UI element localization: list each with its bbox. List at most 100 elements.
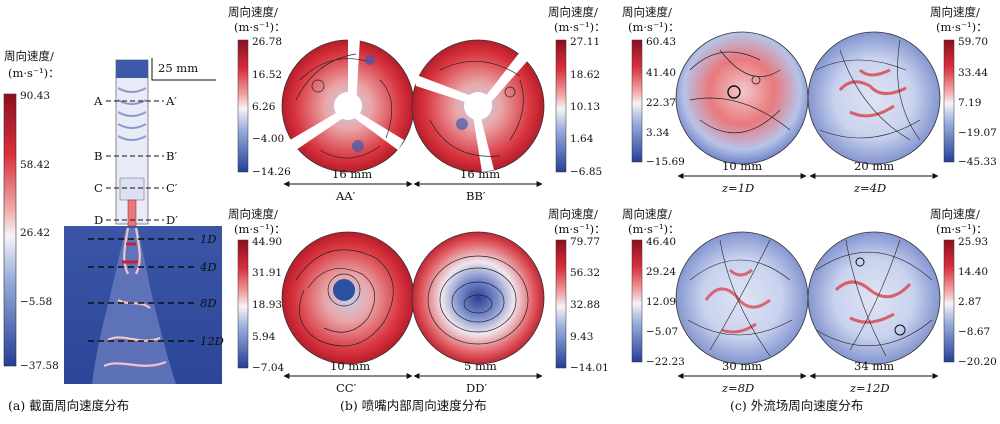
section-a-left: A [93, 94, 103, 108]
tick-c3-0: 46.40 [646, 236, 676, 248]
colorbar-unit-b3: (m·s⁻¹)： [234, 222, 286, 236]
colorbar-a [3, 93, 17, 367]
tick-b1-0: 26.78 [252, 36, 282, 48]
tick-a-2: 26.42 [20, 227, 50, 239]
section-c-right: C′ [166, 181, 178, 195]
tick-b2-1: 18.62 [570, 69, 600, 81]
tick-c3-1: 29.24 [646, 266, 676, 278]
section-d-right: D′ [166, 213, 178, 227]
colorbar-title: 周向速度/ [4, 49, 54, 63]
colorbar-c3 [631, 239, 643, 363]
tick-b4-1: 56.32 [570, 267, 600, 279]
tick-c2-4: −45.33 [958, 156, 997, 168]
tick-b1-3: −4.00 [252, 133, 284, 145]
colorbar-title-c1: 周向速度/ [622, 5, 672, 19]
tick-c2-2: 7.19 [958, 97, 981, 109]
colorbar-b3 [237, 239, 249, 369]
tick-b3-4: −7.04 [252, 362, 284, 374]
colorbar-title-c3: 周向速度/ [622, 207, 672, 221]
tick-b3-3: 5.94 [252, 331, 276, 343]
disc-aa-size: 16 mm [332, 167, 372, 181]
disc-z4d-size: 20 mm [854, 159, 894, 173]
colorbar-title-c4: 周向速度/ [930, 207, 980, 221]
tick-c3-3: −5.07 [646, 326, 678, 338]
tick-c1-1: 41.40 [646, 67, 676, 79]
colorbar-unit-b2: (m·s⁻¹)： [554, 20, 606, 34]
section-a-right: A′ [165, 94, 177, 108]
tick-b1-2: 6.26 [252, 101, 276, 113]
colorbar-c2 [943, 39, 955, 163]
colorbar-unit-c2: (m·s⁻¹)： [936, 20, 988, 34]
colorbar-c1 [631, 39, 643, 163]
section-c-left: C [94, 181, 103, 195]
disc-z1d-size: 10 mm [722, 159, 762, 173]
caption-c: (c) 外流场周向速度分布 [730, 398, 863, 413]
tick-c3-2: 12.09 [646, 296, 676, 308]
disc-dd [411, 231, 545, 365]
panel-c: 周向速度/ (m·s⁻¹)： 60.43 41.40 22.37 3.34 −1… [622, 5, 997, 413]
tick-c4-4: −20.20 [958, 356, 997, 368]
tick-b2-0: 27.11 [570, 36, 600, 48]
tick-a-0: 90.43 [20, 90, 50, 102]
plume-core [122, 242, 138, 264]
disc-z8d [675, 231, 809, 365]
colorbar-c4 [943, 239, 955, 363]
swirl-pattern [117, 87, 147, 141]
colorbar-title-c2: 周向速度/ [930, 5, 980, 19]
tick-c1-2: 22.37 [646, 97, 676, 109]
tick-b4-3: 9.43 [570, 331, 593, 343]
colorbar-b4 [555, 239, 567, 369]
colorbar-unit-b1: (m·s⁻¹)： [234, 20, 286, 34]
tick-c1-0: 60.43 [646, 36, 676, 48]
tick-c1-3: 3.34 [646, 127, 670, 139]
colorbar-title-b1: 周向速度/ [228, 5, 278, 19]
disc-dd-size: 5 mm [464, 359, 497, 373]
disc-aa-section: AA′ [335, 189, 356, 203]
tick-c2-1: 33.44 [958, 67, 988, 79]
disc-z8d-section: z=8D [721, 381, 754, 395]
disc-bb [411, 39, 545, 173]
colorbar-unit-c1: (m·s⁻¹)： [628, 20, 680, 34]
tick-c1-4: −15.69 [646, 156, 685, 168]
tick-c2-0: 59.70 [958, 36, 988, 48]
downstream-label-12d: 12D [200, 334, 224, 348]
disc-z12d-size: 34 mm [854, 359, 894, 373]
tick-c4-2: 2.87 [958, 296, 981, 308]
disc-z1d [675, 31, 809, 165]
tick-b4-2: 32.88 [570, 299, 600, 311]
tick-b1-4: −14.26 [252, 166, 291, 178]
tick-b2-2: 10.13 [570, 101, 600, 113]
tick-a-3: −5.58 [20, 296, 52, 308]
tick-c3-4: −22.23 [646, 356, 685, 368]
disc-cc-size: 10 mm [330, 359, 370, 373]
tick-b2-4: −6.85 [570, 166, 602, 178]
section-b-left: B [94, 149, 102, 163]
tick-c4-0: 25.93 [958, 236, 988, 248]
disc-z4d-section: z=4D [853, 181, 886, 195]
colorbar-title-b3: 周向速度/ [228, 207, 278, 221]
caption-a: (a) 截面周向速度分布 [8, 398, 129, 413]
disc-bb-size: 16 mm [460, 167, 500, 181]
tick-b3-2: 18.93 [252, 299, 282, 311]
downstream-label-4d: 4D [199, 260, 217, 274]
tick-c4-3: −8.67 [958, 326, 990, 338]
tick-b1-1: 16.52 [252, 69, 282, 81]
colorbar-unit: (m·s⁻¹)： [8, 66, 60, 80]
disc-z4d [807, 31, 941, 165]
colorbar-title-b2: 周向速度/ [548, 5, 598, 19]
colorbar-unit-b4: (m·s⁻¹)： [554, 222, 606, 236]
colorbar-unit-c3: (m·s⁻¹)： [628, 222, 680, 236]
disc-z8d-size: 30 mm [722, 359, 762, 373]
tick-c2-3: −19.07 [958, 127, 997, 139]
tick-a-4: −37.58 [20, 360, 59, 372]
tick-a-1: 58.42 [20, 159, 50, 171]
tick-b2-3: 1.64 [570, 133, 594, 145]
caption-b: (b) 喷嘴内部周向速度分布 [340, 398, 487, 413]
nozzle-inlet [116, 60, 148, 78]
tick-b3-1: 31.91 [252, 267, 282, 279]
panel-a: 周向速度/ (m·s⁻¹)： 90.43 58.42 26.42 −5.58 −… [3, 49, 224, 413]
disc-dd-section: DD′ [466, 381, 487, 395]
colorbar-b1 [237, 39, 249, 173]
scale-bar [151, 58, 216, 81]
